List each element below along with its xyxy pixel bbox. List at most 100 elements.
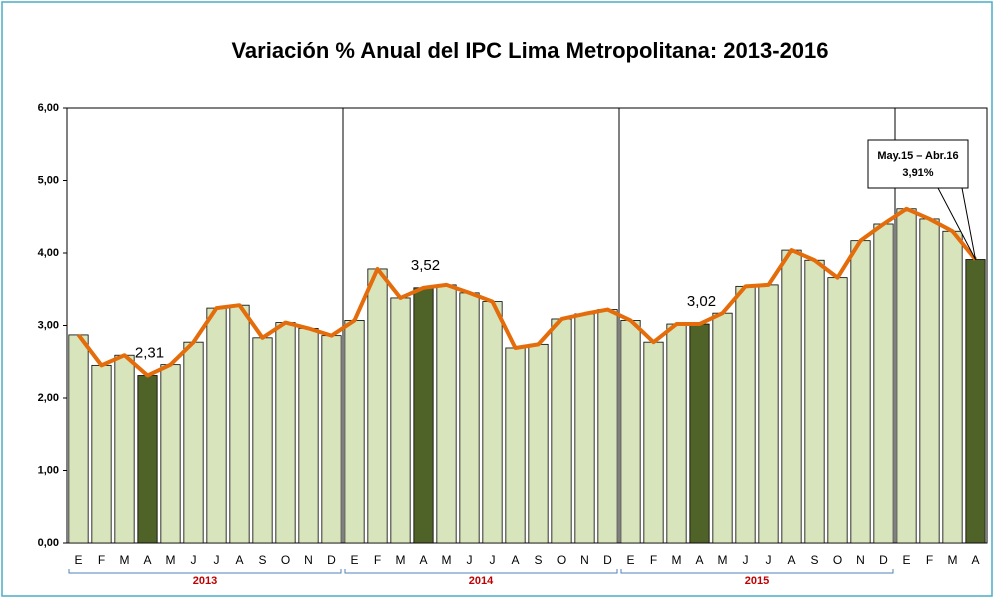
x-tick-label: E — [626, 553, 634, 567]
y-tick-label: 0,00 — [38, 537, 59, 549]
annotation-text: May.15 – Abr.16 — [877, 150, 958, 162]
x-tick-label: D — [879, 553, 888, 567]
x-tick-label: M — [672, 553, 682, 567]
x-tick-label: S — [534, 553, 542, 567]
x-tick-label: M — [166, 553, 176, 567]
year-bracket — [344, 569, 618, 574]
chart-title: Variación % Anual del IPC Lima Metropoli… — [231, 38, 828, 63]
bar — [919, 218, 940, 544]
bar — [827, 277, 848, 544]
bar — [298, 327, 319, 544]
y-tick-label: 5,00 — [38, 174, 59, 186]
bar — [252, 337, 273, 544]
x-tick-label: E — [902, 553, 910, 567]
bar — [229, 304, 250, 544]
bar — [804, 259, 825, 544]
x-tick-label: S — [258, 553, 266, 567]
x-tick-label: O — [833, 553, 842, 567]
x-tick-label: J — [214, 553, 220, 567]
x-tick-label: M — [718, 553, 728, 567]
x-tick-label: S — [810, 553, 818, 567]
year-bracket — [68, 569, 342, 574]
x-tick-label: A — [419, 553, 427, 567]
x-tick-label: A — [695, 553, 703, 567]
bar — [965, 259, 986, 544]
y-tick-label: 2,00 — [38, 392, 59, 404]
x-tick-label: J — [490, 553, 496, 567]
bar — [68, 334, 89, 544]
bar — [482, 301, 503, 544]
y-tick-label: 3,00 — [38, 319, 59, 331]
x-tick-label: A — [971, 553, 979, 567]
bar — [873, 223, 894, 544]
bar — [275, 322, 296, 544]
bar — [505, 347, 526, 544]
x-tick-label: M — [120, 553, 130, 567]
x-tick-label: J — [766, 553, 772, 567]
bar — [137, 375, 158, 544]
year-label: 2015 — [745, 575, 769, 587]
x-tick-label: M — [948, 553, 958, 567]
bar — [758, 284, 779, 544]
bar — [643, 341, 664, 544]
x-tick-label: F — [926, 553, 933, 567]
bar — [942, 230, 963, 544]
bar — [321, 335, 342, 544]
x-tick-label: N — [856, 553, 865, 567]
bar — [850, 240, 871, 544]
x-tick-label: J — [191, 553, 197, 567]
x-tick-label: M — [442, 553, 452, 567]
bar — [413, 287, 434, 544]
line — [76, 206, 978, 378]
bar — [114, 354, 135, 544]
x-tick-label: A — [787, 553, 795, 567]
bar — [91, 364, 112, 544]
bar — [574, 313, 595, 544]
annotation-box — [867, 139, 969, 189]
bar — [666, 323, 687, 544]
y-tick-label: 1,00 — [38, 464, 59, 476]
data-label: 2,31 — [135, 344, 164, 361]
x-tick-label: F — [650, 553, 657, 567]
bar — [367, 268, 388, 544]
data-label: 3,02 — [687, 293, 716, 310]
y-tick-label: 4,00 — [38, 247, 59, 259]
x-tick-label: A — [235, 553, 243, 567]
bar — [183, 341, 204, 544]
x-tick-label: F — [98, 553, 105, 567]
y-tick-label: 6,00 — [38, 102, 59, 114]
bar — [620, 320, 641, 544]
x-tick-label: N — [580, 553, 589, 567]
x-tick-label: O — [557, 553, 566, 567]
bar — [781, 249, 802, 544]
bar — [896, 208, 917, 544]
x-tick-label: A — [511, 553, 519, 567]
bar — [528, 343, 549, 544]
bar — [160, 364, 181, 544]
x-tick-label: N — [304, 553, 313, 567]
x-tick-label: E — [350, 553, 358, 567]
bar — [390, 297, 411, 544]
x-tick-label: E — [74, 553, 82, 567]
callout-pointer — [937, 187, 976, 260]
x-tick-label: F — [374, 553, 381, 567]
year-label: 2013 — [193, 575, 217, 587]
bar — [459, 292, 480, 544]
x-tick-label: O — [281, 553, 290, 567]
bar — [344, 320, 365, 544]
bar — [712, 312, 733, 544]
x-tick-label: J — [467, 553, 473, 567]
data-label: 3,52 — [411, 257, 440, 274]
x-tick-label: A — [143, 553, 151, 567]
x-tick-label: D — [327, 553, 336, 567]
bar — [597, 309, 618, 544]
x-tick-label: J — [743, 553, 749, 567]
annotation-text: 3,91% — [902, 167, 933, 179]
x-tick-label: M — [396, 553, 406, 567]
bar — [436, 284, 457, 544]
bar — [689, 323, 710, 544]
bar — [206, 307, 227, 544]
x-tick-label: D — [603, 553, 612, 567]
year-label: 2014 — [469, 575, 494, 587]
